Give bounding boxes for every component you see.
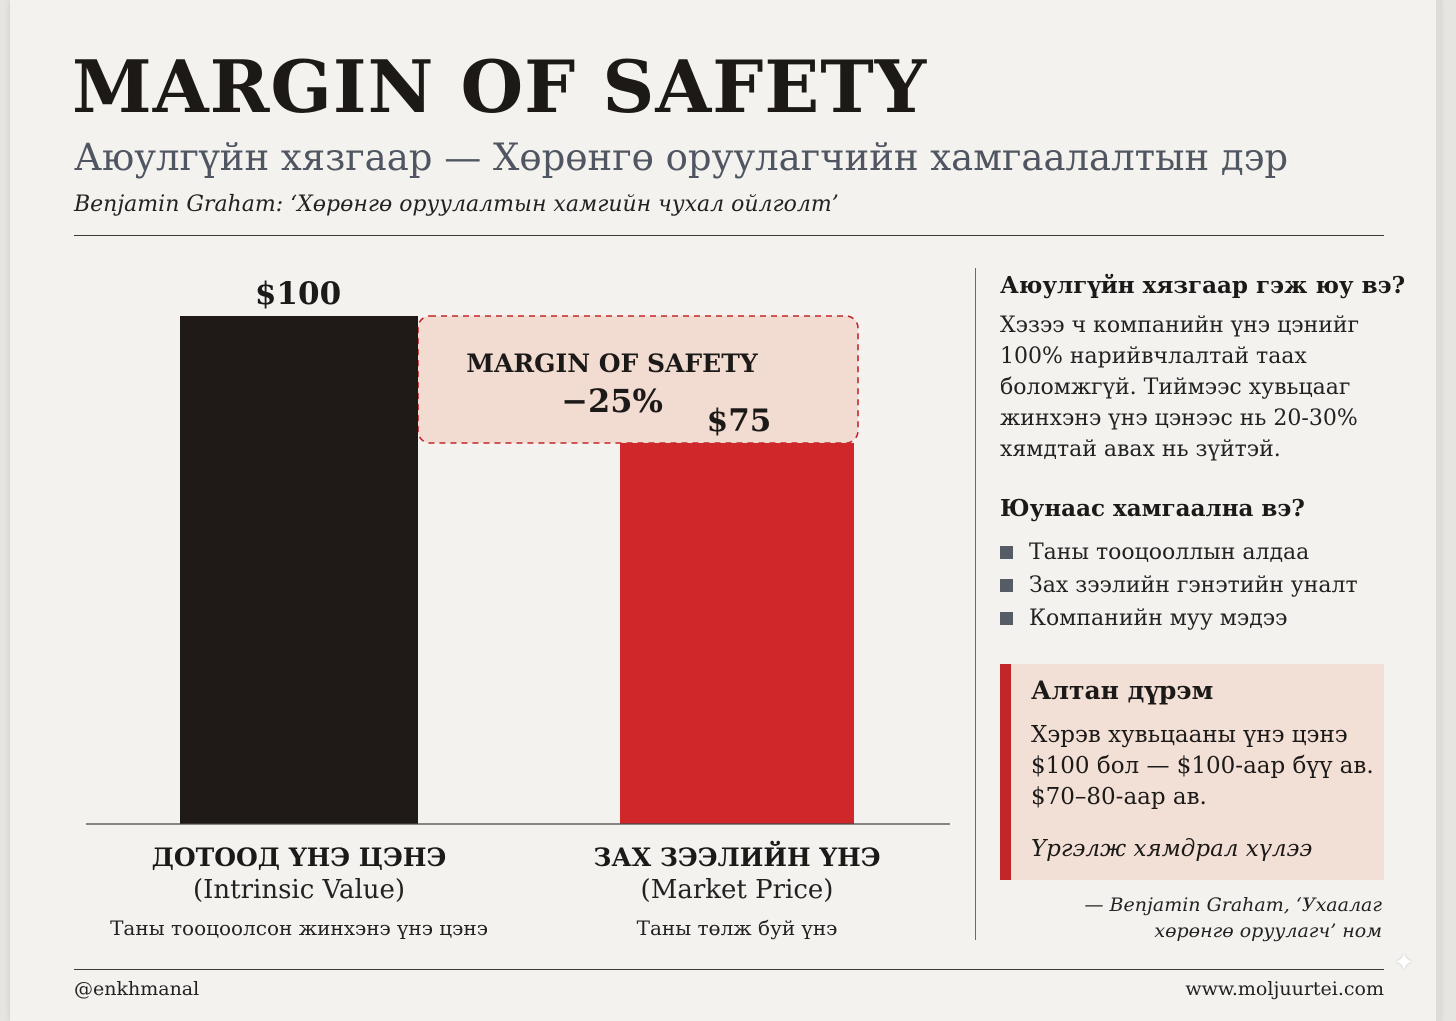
header-divider bbox=[74, 235, 1384, 236]
footer-handle: @enkhmanal bbox=[74, 978, 200, 1000]
margin-annotation-box bbox=[417, 315, 859, 444]
category-subtitle: (Intrinsic Value) bbox=[193, 875, 405, 905]
list-item: Компанийн муу мэдээ bbox=[1000, 602, 1358, 635]
page-subtitle: Аюулгүйн хязгаар — Хөрөнгө оруулагчийн х… bbox=[74, 136, 1289, 179]
category-label: ДОТООД ҮНЭ ЦЭНЭ bbox=[152, 843, 447, 872]
bar-2 bbox=[620, 443, 854, 824]
bullet-square-icon bbox=[1000, 579, 1013, 592]
protects-list: Таны тооцооллын алдаа Зах зээлийн гэнэти… bbox=[1000, 536, 1358, 635]
what-is-text: Хэзээ ч компанийн үнэ цэнийг 100% нарийв… bbox=[1000, 313, 1360, 462]
category-note: Таны тооцоолсон жинхэнэ үнэ цэнэ bbox=[110, 916, 488, 940]
protects-heading: Юунаас хамгаална вэ? bbox=[1000, 495, 1305, 522]
what-is-heading: Аюулгүйн хязгаар гэж юу вэ? bbox=[1000, 272, 1406, 299]
sheet-edge bbox=[1436, 0, 1442, 1021]
footer-website: www.moljuurtei.com bbox=[1185, 978, 1384, 1000]
bullet-square-icon bbox=[1000, 546, 1013, 559]
list-item: Зах зээлийн гэнэтийн уналт bbox=[1000, 569, 1358, 602]
bar-1 bbox=[180, 316, 418, 824]
page-title: MARGIN OF SAFETY bbox=[72, 44, 928, 129]
graham-quote: Benjamin Graham: ‘Хөрөнгө оруулалтын хам… bbox=[74, 192, 839, 217]
graham-citation: — Benjamin Graham, ‘Ухаалаг хөрөнгө оруу… bbox=[1040, 892, 1383, 944]
golden-rule-title: Алтан дүрэм bbox=[1031, 676, 1214, 705]
bullet-text: Таны тооцооллын алдаа bbox=[1029, 540, 1310, 565]
column-divider bbox=[975, 268, 976, 940]
footer-divider bbox=[74, 969, 1384, 970]
category-label: ЗАХ ЗЭЭЛИЙН ҮНЭ bbox=[593, 841, 880, 872]
bullet-square-icon bbox=[1000, 612, 1013, 625]
bullet-text: Компанийн муу мэдээ bbox=[1029, 606, 1288, 631]
citation-line: хөрөнгө оруулагч’ ном bbox=[1154, 920, 1382, 942]
bullet-text: Зах зээлийн гэнэтийн уналт bbox=[1029, 573, 1358, 598]
bar-value-label: $100 bbox=[255, 276, 341, 312]
margin-annotation-title: MARGIN OF SAFETY bbox=[466, 349, 759, 378]
list-item: Таны тооцооллын алдаа bbox=[1000, 536, 1358, 569]
citation-line: — Benjamin Graham, ‘Ухаалаг bbox=[1084, 894, 1383, 916]
category-subtitle: (Market Price) bbox=[641, 875, 834, 905]
margin-annotation-percent: −25% bbox=[561, 382, 663, 420]
category-note: Таны төлж буй үнэ bbox=[637, 916, 838, 940]
sparkle-icon: ✦ bbox=[1393, 948, 1415, 978]
golden-rule-box: Алтан дүрэм Хэрэв хувьцааны үнэ цэнэ $10… bbox=[1000, 664, 1384, 880]
golden-rule-text: Хэрэв хувьцааны үнэ цэнэ $100 бол — $100… bbox=[1031, 722, 1374, 810]
bar-value-label: $75 bbox=[707, 403, 772, 439]
margin-of-safety-chart: $100 ДОТООД ҮНЭ ЦЭНЭ (Intrinsic Value) Таны… bbox=[86, 276, 950, 940]
golden-rule-note: Үргэлж хямдрал хүлээ bbox=[1031, 836, 1313, 862]
